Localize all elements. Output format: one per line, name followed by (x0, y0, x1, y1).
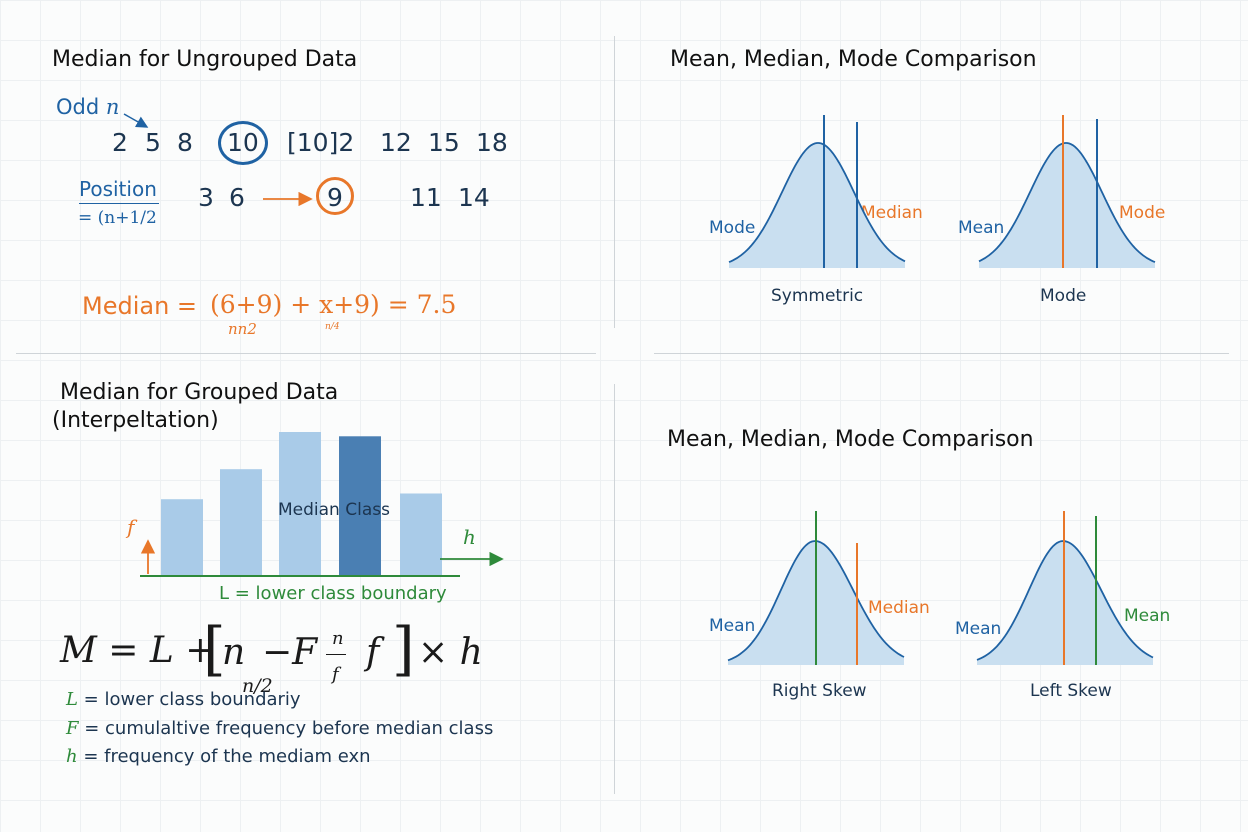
median-expression: (6+9) + x+9) = 7.5 (210, 290, 457, 319)
comparison-bottom-title: Mean, Median, Mode Comparison (667, 427, 1034, 452)
bottom-right-label-mean-2: Mean (1124, 606, 1171, 626)
median-word: Median = (82, 292, 198, 320)
bottom-left-label-mean: Mean (709, 616, 756, 636)
row1-val-5: 12 (380, 128, 412, 157)
row1-val-2: 8 (177, 128, 193, 157)
median-class-label: Median Class (278, 500, 390, 520)
vertical-divider-top (614, 36, 615, 328)
horizontal-divider-right (654, 353, 1229, 354)
odd-n-label: Odd n (56, 95, 119, 119)
lower-boundary-caption: L = lower class boundary (219, 583, 447, 604)
position-underline (79, 203, 159, 204)
bottom-left-label-median: Median (868, 598, 930, 618)
histogram-bar-3 (339, 436, 381, 575)
odd-word: Odd (56, 95, 106, 119)
def-L-text: = lower class boundariy (77, 689, 301, 710)
row1-val-0: 2 (112, 128, 128, 157)
top-left-curve (728, 142, 906, 263)
histogram-bar-0 (161, 499, 203, 575)
histogram-bar-1 (220, 469, 262, 575)
def-L-symbol: L (66, 689, 78, 710)
def-h: h = frequency of the mediam exn (66, 746, 371, 767)
formula-bracket-open: [ (203, 615, 226, 683)
row1-val-4: [10]2 (287, 128, 355, 157)
odd-n-arrow (123, 113, 149, 128)
formula-f: f (366, 632, 380, 673)
top-right-curve (978, 142, 1156, 263)
top-left-area (729, 143, 905, 268)
row1-val-3: 10 (227, 128, 259, 157)
def-F: F = cumulaltive frequency before median … (66, 718, 493, 739)
row2-val-4: 14 (458, 183, 490, 212)
formula-lhs: M = L + (60, 630, 216, 671)
bottom-right-label-mean: Mean (955, 619, 1002, 639)
median-sub-2: n/4 (325, 322, 340, 332)
top-left-label-mode: Mode (709, 218, 756, 238)
def-F-symbol: F (66, 718, 79, 739)
top-right-caption: Mode (1040, 286, 1087, 306)
top-right-label-mode: Mode (1119, 203, 1166, 223)
bottom-right-caption: Left Skew (1030, 681, 1112, 701)
formula-frac-bottom: f (332, 664, 339, 685)
position-formula: = (n+1/2 (78, 208, 157, 228)
grouped-histogram (161, 432, 442, 575)
f-axis-label: f (127, 515, 135, 539)
def-h-symbol: h (66, 746, 78, 767)
histogram-bar-2 (279, 432, 321, 575)
formula-bracket-close: ] (392, 615, 415, 683)
row1-val-1: 5 (145, 128, 161, 157)
formula-frac-top: n (332, 628, 344, 649)
top-right-label-mean: Mean (958, 218, 1005, 238)
grouped-title-line2: (Interpeltation) (52, 408, 219, 433)
median-sub-1: nn2 (228, 320, 257, 338)
median-circle-orange (316, 177, 354, 215)
def-L: L = lower class boundariy (66, 689, 301, 710)
comparison-top-title: Mean, Median, Mode Comparison (670, 47, 1037, 72)
h-axis-label: h (463, 525, 476, 549)
odd-n-symbol: n (105, 95, 120, 119)
row2-val-0: 3 (198, 183, 214, 212)
row2-val-3: 11 (410, 183, 442, 212)
top-left-caption: Symmetric (771, 286, 864, 306)
top-right-area (979, 143, 1155, 268)
formula-n: n (222, 632, 246, 673)
horizontal-divider-left (16, 353, 596, 354)
formula-n-half: n/2 (242, 675, 273, 697)
row2-val-2: 9 (327, 183, 343, 212)
row1-val-7: 18 (476, 128, 508, 157)
row2-val-1: 6 (229, 183, 245, 212)
formula-times-h: × h (418, 632, 483, 673)
formula-minus-F: −F (262, 632, 318, 673)
grouped-title-line1: Median for Grouped Data (60, 380, 339, 405)
top-left-label-median: Median (861, 203, 923, 223)
bottom-left-caption: Right Skew (772, 681, 867, 701)
position-label: Position (79, 177, 157, 201)
formula-frac-line (326, 654, 346, 655)
vertical-divider-bottom (614, 384, 615, 794)
row1-val-6: 15 (428, 128, 460, 157)
distribution-curves (727, 115, 1156, 665)
ungrouped-title: Median for Ungrouped Data (52, 47, 358, 72)
def-h-text: = frequency of the mediam exn (77, 746, 371, 767)
median-circle-blue (218, 121, 268, 165)
def-F-text: = cumulaltive frequency before median cl… (78, 718, 494, 739)
histogram-bar-4 (400, 493, 442, 575)
